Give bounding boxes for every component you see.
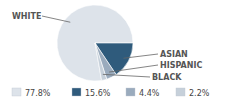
leader-line [103,74,150,77]
slice-label: BLACK [152,73,182,82]
chart-root: WHITE ASIAN HISPANIC BLACK 77.8% 15.6% 4.4% 2.2… [0,0,240,100]
legend-label: 4.4% [139,89,160,98]
legend-label: 2.2% [189,89,210,98]
legend-label: 15.6% [85,89,111,98]
legend-swatch [72,88,81,96]
slices [57,5,133,81]
legend-swatch [126,88,135,96]
leader-line [42,16,70,22]
legend-swatch [12,88,21,96]
legend-swatch [176,88,185,96]
leader-line [123,54,158,58]
legend: 77.8% 15.6% 4.4% 2.2% [12,88,210,98]
slice-label: HISPANIC [160,61,202,70]
chart-svg: WHITE ASIAN HISPANIC BLACK 77.8% 15.6% 4.4% 2.2… [0,0,240,100]
pie-slice [57,5,133,81]
slice-label: ASIAN [160,50,188,59]
leader-line [109,65,158,72]
slice-labels: WHITE ASIAN HISPANIC BLACK [12,12,202,82]
slice-label: WHITE [12,12,41,21]
legend-label: 77.8% [25,89,51,98]
